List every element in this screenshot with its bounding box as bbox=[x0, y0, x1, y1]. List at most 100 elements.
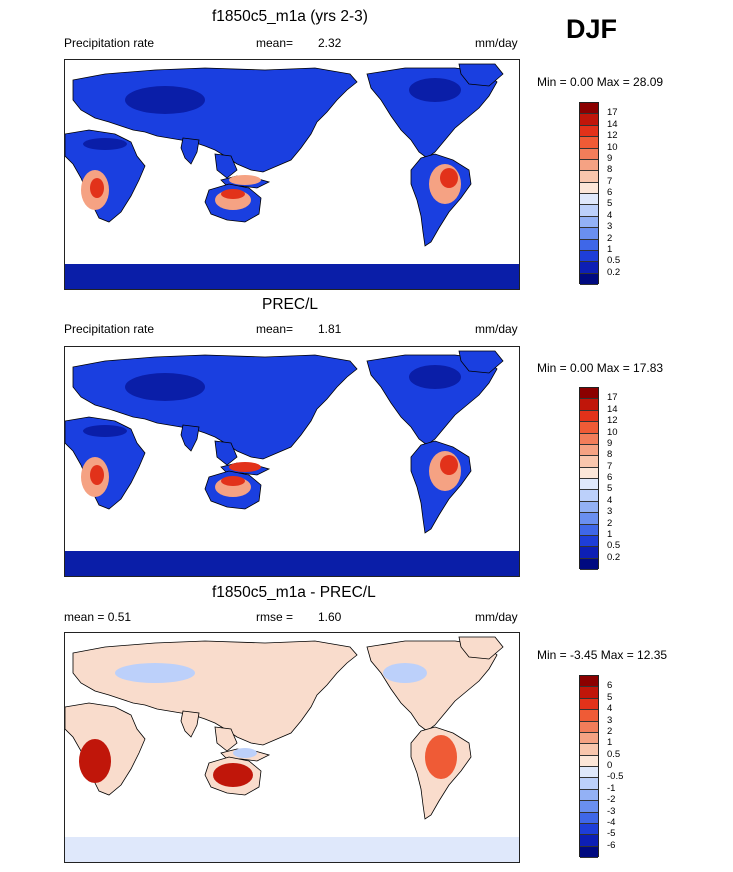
dry-canada bbox=[409, 365, 461, 389]
colorbar-label: 2 bbox=[607, 232, 613, 244]
colorbar-label: 6 bbox=[607, 472, 613, 483]
dry-sahara bbox=[83, 138, 127, 150]
land-india bbox=[180, 710, 200, 738]
colorbar-label: 2 bbox=[607, 517, 613, 529]
colorbar-swatch bbox=[580, 823, 598, 836]
colorbar-swatch bbox=[580, 513, 598, 525]
rain-australia-north bbox=[221, 476, 245, 486]
colorbar-swatch bbox=[580, 250, 598, 263]
colorbar-label: 10 bbox=[607, 141, 618, 153]
panel-3-units: mm/day bbox=[475, 610, 518, 624]
dry-central-asia bbox=[125, 373, 205, 401]
colorbar-swatch bbox=[580, 205, 598, 217]
colorbar-swatch bbox=[580, 558, 598, 570]
rain-amazon bbox=[440, 168, 458, 188]
colorbar-swatch bbox=[580, 273, 598, 285]
colorbar-swatch bbox=[580, 710, 598, 722]
panel-1-map bbox=[64, 59, 520, 290]
land-seasia bbox=[214, 726, 238, 752]
colorbar-label: 4 bbox=[607, 703, 613, 715]
anomaly-australia bbox=[213, 763, 253, 787]
panel-3-colorbar bbox=[579, 675, 599, 858]
panel-2-mean-value: 1.81 bbox=[318, 322, 342, 336]
colorbar-swatch bbox=[580, 676, 598, 688]
land-africa bbox=[65, 129, 146, 223]
colorbar-label: 17 bbox=[607, 392, 618, 404]
colorbar-label: 14 bbox=[607, 403, 618, 415]
land-antarctica bbox=[65, 264, 519, 289]
colorbar-swatch bbox=[580, 262, 598, 274]
colorbar-label: 5 bbox=[607, 691, 613, 703]
rain-indonesia bbox=[229, 175, 261, 185]
dry-sahara bbox=[83, 425, 127, 437]
land-greenland bbox=[458, 350, 504, 374]
colorbar-label: 2 bbox=[607, 725, 613, 737]
colorbar-label: 8 bbox=[607, 449, 613, 461]
panel-2-variable-label: Precipitation rate bbox=[64, 322, 155, 336]
colorbar-swatch bbox=[580, 239, 598, 251]
colorbar-swatch bbox=[580, 801, 598, 813]
panel-3-rmse-value: 1.60 bbox=[318, 610, 342, 624]
anomaly-indonesia bbox=[233, 748, 257, 758]
colorbar-label: 1 bbox=[607, 243, 613, 255]
anomaly-samerica bbox=[425, 735, 457, 779]
colorbar-label: 0.2 bbox=[607, 266, 621, 278]
panel-2-title: PREC/L bbox=[262, 296, 318, 313]
colorbar-label: -4 bbox=[607, 816, 616, 828]
anomaly-namerica bbox=[383, 663, 427, 683]
colorbar-swatch bbox=[580, 732, 598, 745]
panel-3-minmax: Min = -3.45 Max = 12.35 bbox=[537, 648, 668, 662]
colorbar-swatch bbox=[580, 687, 598, 699]
dry-central-asia bbox=[125, 86, 205, 114]
colorbar-label: 4 bbox=[607, 494, 613, 506]
colorbar-swatch bbox=[580, 399, 598, 411]
rain-africa-core bbox=[90, 178, 104, 198]
panel-2-map bbox=[64, 346, 520, 577]
colorbar-swatch bbox=[580, 778, 598, 790]
rain-indonesia bbox=[229, 462, 261, 472]
land-seasia bbox=[214, 440, 238, 466]
land-greenland bbox=[458, 63, 504, 87]
land-seasia bbox=[214, 153, 238, 179]
colorbar-label: 9 bbox=[607, 437, 613, 449]
colorbar-swatch bbox=[580, 137, 598, 149]
land-india bbox=[180, 137, 200, 165]
anomaly-asia bbox=[115, 663, 195, 683]
colorbar-swatch bbox=[580, 444, 598, 457]
colorbar-label: 7 bbox=[607, 460, 613, 472]
colorbar-label: 6 bbox=[607, 187, 613, 198]
colorbar-swatch bbox=[580, 388, 598, 400]
colorbar-label: 0.5 bbox=[607, 540, 621, 552]
colorbar-swatch bbox=[580, 228, 598, 240]
land-antarctica bbox=[65, 551, 519, 576]
panel-2-minmax: Min = 0.00 Max = 17.83 bbox=[537, 361, 664, 375]
panel-1-mean-value: 2.32 bbox=[318, 36, 342, 50]
panel-1-mean-label: mean= bbox=[256, 36, 294, 50]
colorbar-swatch bbox=[580, 171, 598, 183]
colorbar-label: -1 bbox=[607, 782, 616, 794]
colorbar-label: 14 bbox=[607, 118, 618, 130]
colorbar-label: -3 bbox=[607, 805, 616, 817]
colorbar-swatch bbox=[580, 410, 598, 423]
colorbar-label: 0.2 bbox=[607, 551, 621, 563]
colorbar-label: 4 bbox=[607, 209, 613, 221]
panel-2-mean-label: mean= bbox=[256, 322, 294, 336]
colorbar-swatch bbox=[580, 456, 598, 468]
colorbar-swatch bbox=[580, 789, 598, 802]
land-india bbox=[180, 424, 200, 452]
colorbar-swatch bbox=[580, 698, 598, 711]
colorbar-label: 10 bbox=[607, 426, 618, 438]
colorbar-label: -2 bbox=[607, 794, 616, 806]
colorbar-swatch bbox=[580, 479, 598, 491]
panel-3-map bbox=[64, 632, 520, 863]
colorbar-label: 0.5 bbox=[607, 255, 621, 267]
colorbar-label: 0 bbox=[607, 760, 613, 771]
colorbar-swatch bbox=[580, 535, 598, 548]
colorbar-swatch bbox=[580, 812, 598, 824]
colorbar-swatch bbox=[580, 501, 598, 514]
colorbar-swatch bbox=[580, 755, 598, 767]
colorbar-label: 1 bbox=[607, 737, 613, 749]
colorbar-label: -5 bbox=[607, 828, 616, 840]
colorbar-swatch bbox=[580, 159, 598, 172]
colorbar-swatch bbox=[580, 125, 598, 138]
